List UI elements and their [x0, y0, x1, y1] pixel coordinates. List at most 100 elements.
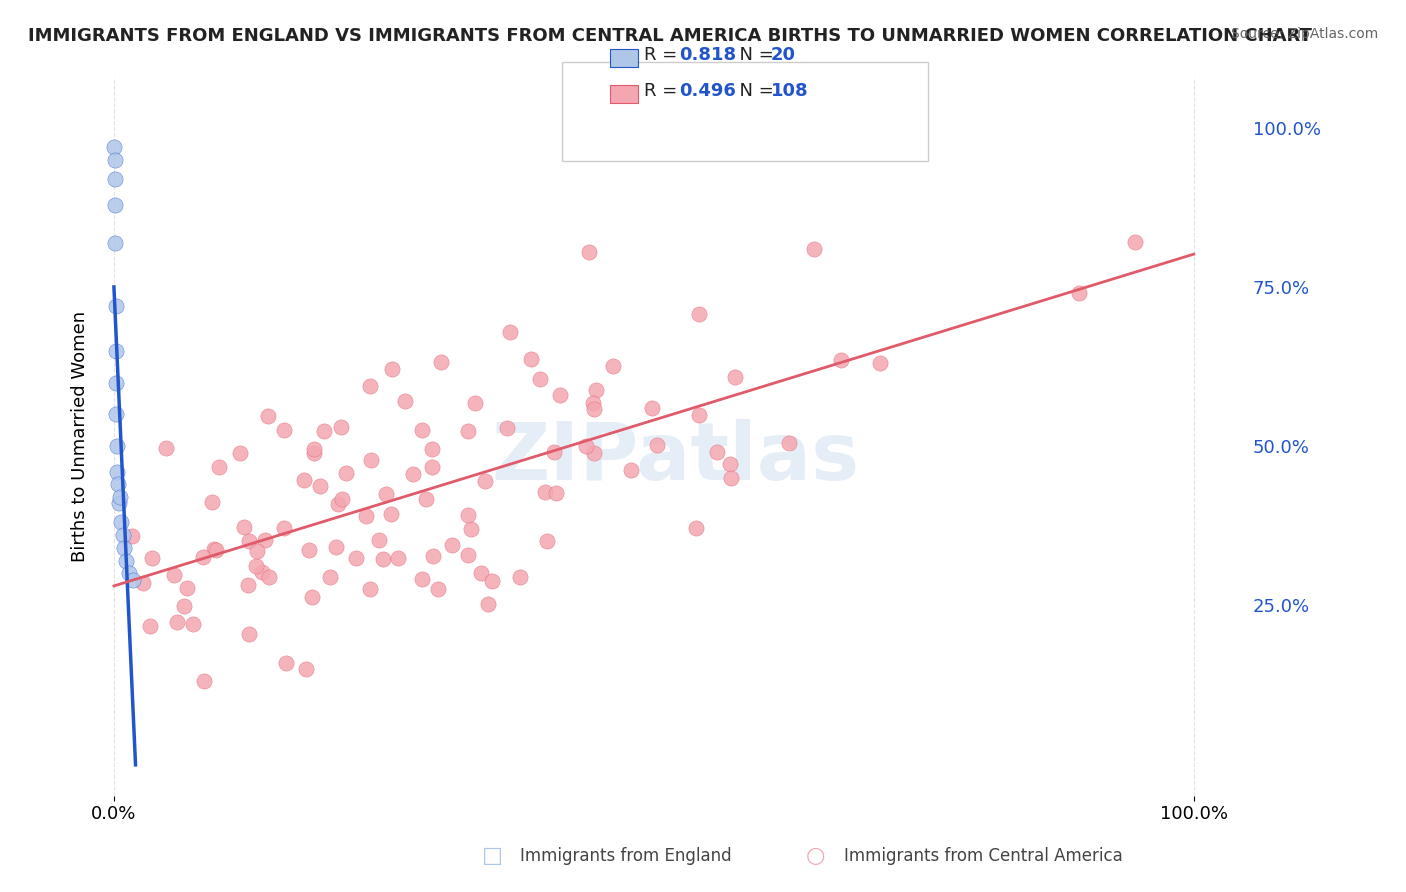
Point: [273, 521, 295, 535]
Point: [110, 490, 132, 504]
Point: [104, 197, 127, 211]
Point: [104, 343, 127, 358]
Point: [104, 235, 127, 250]
Point: [292, 474, 315, 488]
Point: [578, 244, 600, 259]
Point: [422, 549, 444, 563]
Point: [205, 543, 228, 558]
Point: [1067, 286, 1090, 301]
Point: [166, 615, 188, 630]
Point: [529, 372, 551, 386]
Point: [173, 599, 195, 613]
Point: [274, 656, 297, 670]
Point: [520, 352, 543, 367]
Point: [602, 359, 624, 373]
Point: [582, 396, 605, 410]
Point: [720, 471, 742, 485]
Point: [620, 463, 643, 477]
Point: [583, 446, 606, 460]
Point: [309, 479, 332, 493]
Point: [112, 541, 135, 555]
Point: [420, 460, 443, 475]
Point: [329, 420, 352, 434]
Point: [176, 581, 198, 595]
Point: [574, 439, 596, 453]
Point: [141, 551, 163, 566]
Point: [193, 673, 215, 688]
Point: [335, 466, 357, 480]
Point: [326, 497, 349, 511]
Point: [496, 421, 519, 435]
Point: [460, 522, 482, 536]
Point: [302, 446, 325, 460]
Point: [381, 361, 404, 376]
Text: N =: N =: [728, 82, 780, 100]
Point: [257, 409, 280, 423]
Point: [298, 543, 321, 558]
Point: [688, 409, 710, 423]
Point: [122, 573, 145, 587]
Point: [238, 534, 260, 549]
Point: [295, 662, 318, 676]
Point: [375, 487, 398, 501]
Point: [420, 442, 443, 457]
Point: [706, 444, 728, 458]
Point: [415, 491, 437, 506]
Point: [121, 529, 143, 543]
Point: [688, 307, 710, 321]
Point: [245, 544, 267, 558]
Point: [155, 441, 177, 455]
Point: [118, 566, 141, 581]
Point: [548, 388, 571, 402]
Point: [253, 533, 276, 548]
Point: [110, 516, 132, 530]
Point: [354, 508, 377, 523]
Point: [440, 538, 463, 552]
Point: [273, 423, 295, 437]
Point: [325, 540, 347, 554]
Point: [534, 485, 557, 500]
Point: [464, 395, 486, 409]
Text: ZIPatlas: ZIPatlas: [491, 419, 859, 497]
Point: [104, 153, 127, 167]
Point: [108, 496, 131, 510]
Point: [411, 572, 433, 586]
Text: R =: R =: [644, 46, 683, 64]
Point: [869, 356, 891, 370]
Point: [380, 507, 402, 521]
Point: [411, 423, 433, 437]
Point: [105, 465, 128, 479]
Point: [163, 567, 186, 582]
Point: [259, 569, 281, 583]
Point: [401, 467, 423, 482]
Point: [536, 534, 558, 549]
Point: [312, 424, 335, 438]
Point: [387, 550, 409, 565]
Text: N =: N =: [728, 46, 780, 64]
Point: [201, 494, 224, 508]
Point: [499, 325, 522, 339]
Point: [107, 477, 129, 491]
Point: [394, 393, 416, 408]
Point: [111, 528, 134, 542]
Point: [457, 425, 479, 439]
Text: □: □: [482, 847, 502, 866]
Point: [330, 492, 353, 507]
Point: [359, 379, 381, 393]
Text: ○: ○: [806, 847, 825, 866]
Point: [104, 172, 127, 186]
Point: [778, 435, 800, 450]
Point: [181, 616, 204, 631]
Point: [344, 550, 367, 565]
Point: [645, 438, 668, 452]
Point: [477, 597, 499, 611]
Text: Source: ZipAtlas.com: Source: ZipAtlas.com: [1230, 27, 1378, 41]
Text: R =: R =: [644, 82, 683, 100]
Point: [245, 558, 267, 573]
Point: [430, 354, 453, 368]
Point: [132, 575, 155, 590]
Point: [803, 242, 825, 256]
Point: [202, 541, 225, 556]
Text: Immigrants from England: Immigrants from England: [520, 847, 733, 865]
Point: [830, 352, 852, 367]
